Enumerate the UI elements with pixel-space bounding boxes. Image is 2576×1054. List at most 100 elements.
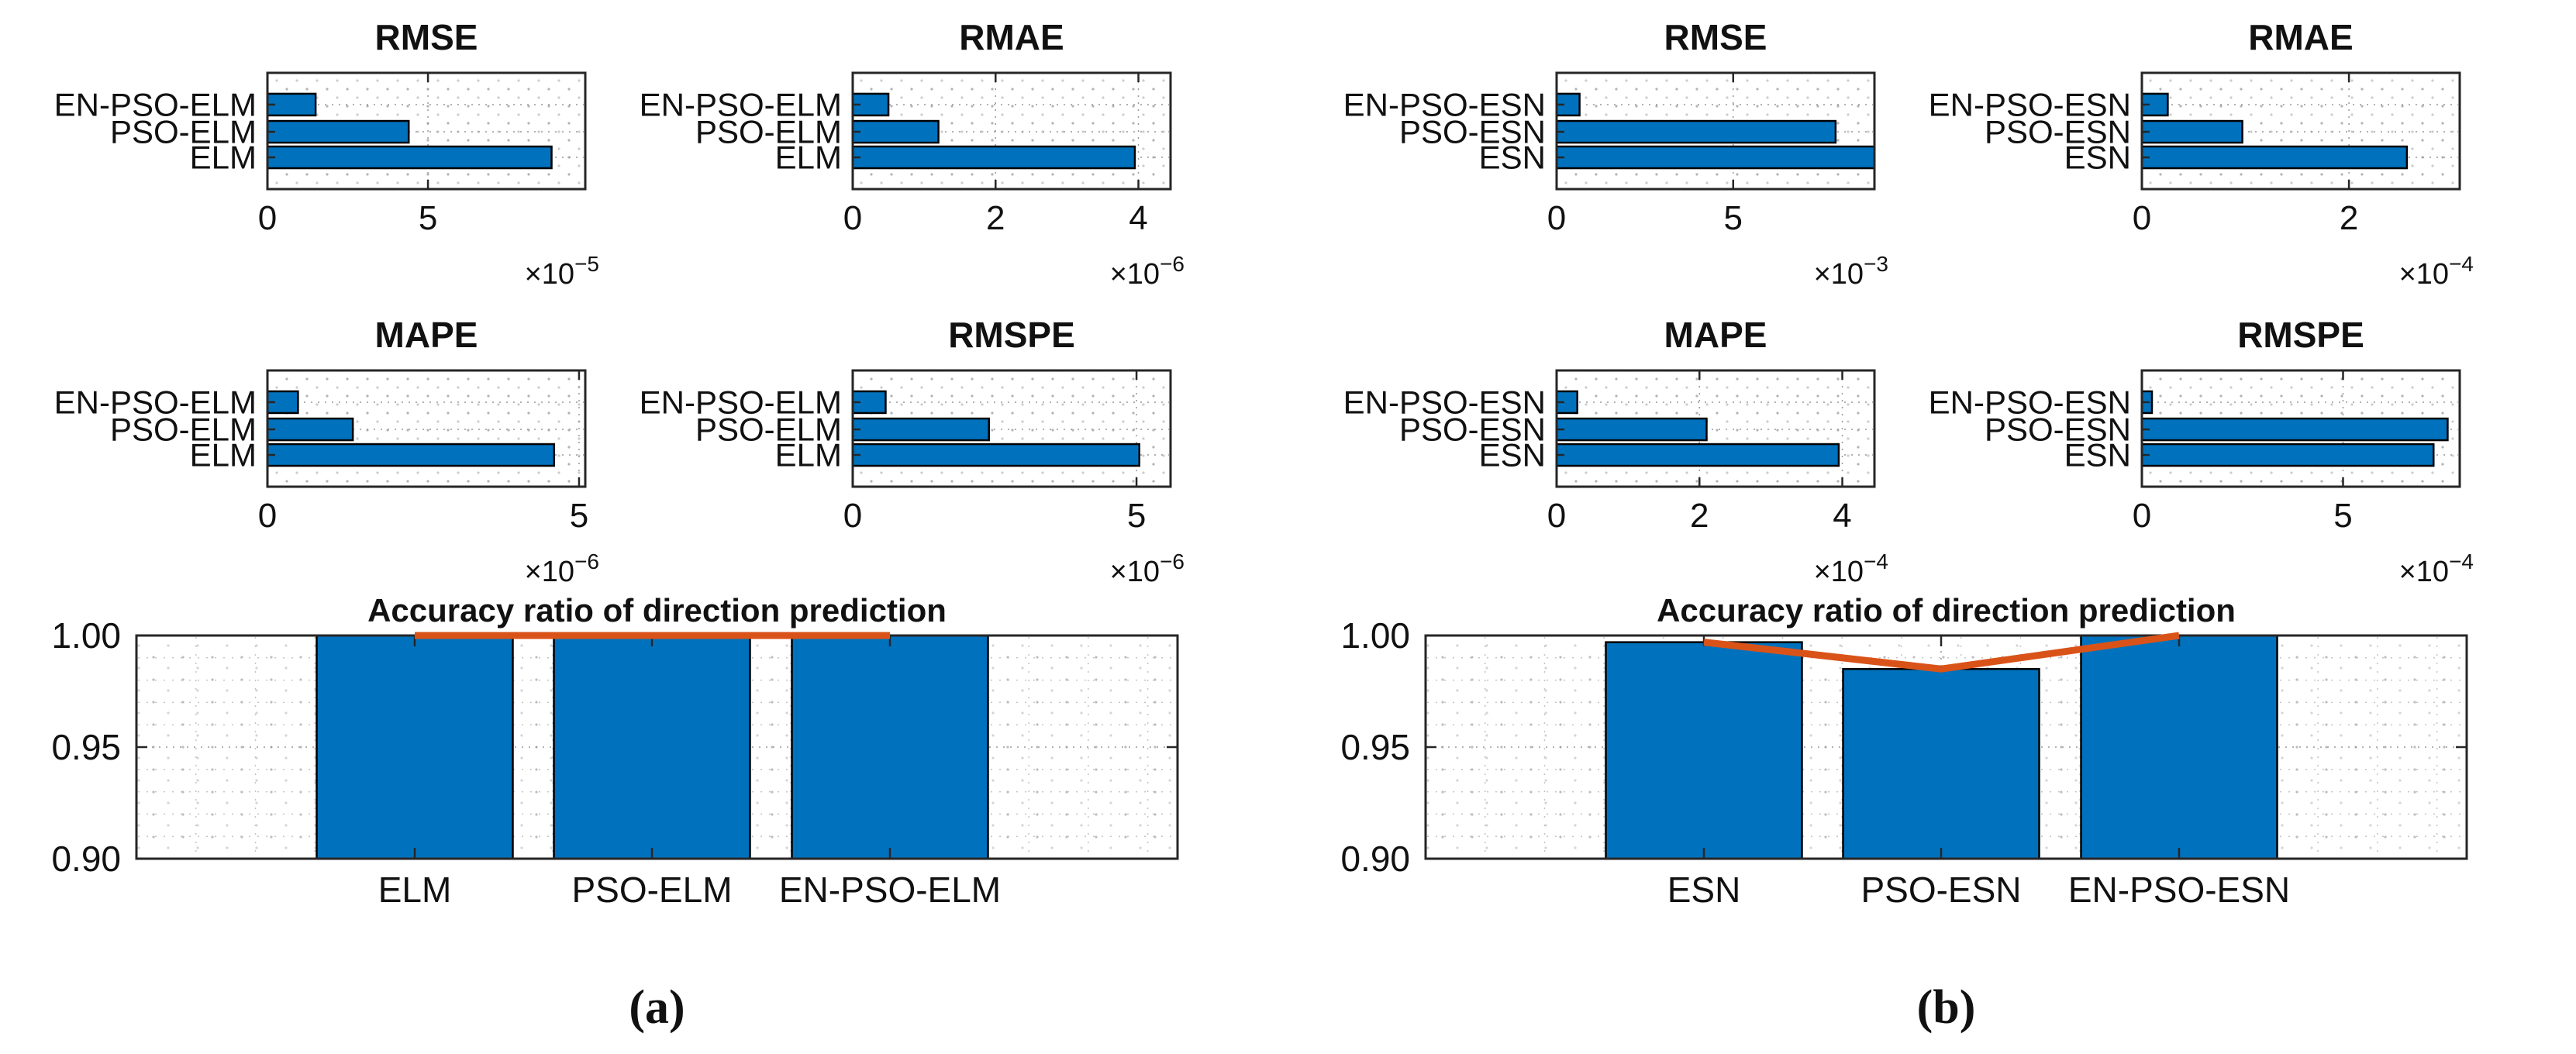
bar-esn [2140,443,2435,467]
chart-title: MAPE [375,315,478,355]
chart-title: RMSE [375,17,478,57]
x-tick-label: 5 [419,199,437,237]
bar-elm [316,634,514,860]
chart-title: MAPE [1664,315,1767,355]
chart-title: RMAE [959,17,1064,57]
x-tick-label: 4 [1129,199,1147,237]
category-label: EN-PSO-ESN [1929,384,2131,420]
plot-border [266,369,587,488]
category-label: ELM [190,140,257,176]
plot-border [2140,71,2461,191]
x-tick-label: 5 [1724,199,1743,237]
panel-caption: (b) [1917,981,1976,1034]
category-label: PSO-ESN [1399,412,1546,448]
x-tick-label: 0 [2133,199,2151,237]
x-tick-label: 0 [843,497,862,535]
x-tick-label: 0 [258,199,277,237]
bar-pso-elm [266,417,354,442]
bar-pso-elm [851,119,940,144]
x-category-label: ESN [1667,870,1741,910]
chart-title: RMSPE [948,315,1075,355]
x-category-label: ELM [378,870,452,910]
axis-exponent-label: ×10−5 [525,252,599,291]
accuracy-line [1703,632,2180,673]
category-label: ESN [1479,140,1546,176]
x-tick-label: 0 [843,199,862,237]
category-label: PSO-ESN [1399,114,1546,150]
chart-title: RMSPE [2237,315,2364,355]
x-tick-label: 5 [2333,497,2352,535]
category-label: PSO-ELM [110,412,257,448]
x-tick-label: 0 [1547,199,1566,237]
chart-title: Accuracy ratio of direction prediction [1657,592,2236,629]
x-tick-label: 2 [1690,497,1709,535]
category-label: ESN [2064,437,2131,474]
axis-exponent-label: ×10−4 [2399,252,2474,291]
chart-title: Accuracy ratio of direction prediction [367,592,947,629]
chart-title: RMSE [1664,17,1767,57]
axis-exponent-label: ×10−4 [2399,549,2474,588]
axis-exponent-label: ×10−6 [1110,549,1185,588]
category-label: PSO-ELM [695,114,842,150]
axis-exponent-label: ×10−6 [525,549,599,588]
bar-pso-elm [553,634,751,860]
axis-exponent-label: ×10−3 [1814,252,1888,291]
x-tick-label: 5 [570,497,588,535]
plot-border [2140,369,2461,488]
bar-esn [1555,145,1876,170]
x-tick-label: 0 [1547,497,1566,535]
y-tick-label: 0.90 [1340,839,1410,879]
x-category-label: EN-PSO-ESN [2068,870,2290,910]
category-label: EN-PSO-ELM [54,86,257,122]
bar-pso-esn [2140,119,2243,144]
category-label: ELM [190,437,257,474]
x-tick-label: 0 [258,497,277,535]
category-label: EN-PSO-ELM [54,384,257,420]
bar-pso-esn [1555,119,1837,144]
x-tick-label: 0 [2133,497,2151,535]
y-tick-label: 0.95 [1340,727,1410,767]
bar-en-pso-esn [2080,634,2278,860]
panel-caption: (a) [629,981,685,1034]
bar-esn [2140,145,2409,170]
axis-exponent-label: ×10−6 [1110,252,1185,291]
bar-pso-esn [1842,667,2040,860]
category-label: EN-PSO-ELM [640,384,842,420]
x-category-label: PSO-ESN [1860,870,2021,910]
category-label: EN-PSO-ESN [1929,86,2131,122]
category-label: PSO-ELM [695,412,842,448]
y-tick-label: 1.00 [51,615,121,656]
x-category-label: EN-PSO-ELM [779,870,1001,910]
bar-en-pso-elm [791,634,989,860]
bar-pso-elm [851,417,990,442]
y-tick-label: 0.95 [51,727,121,767]
category-label: ESN [2064,140,2131,176]
category-label: ELM [775,437,842,474]
x-tick-label: 2 [2340,199,2358,237]
axis-exponent-label: ×10−4 [1814,549,1888,588]
category-label: EN-PSO-ESN [1343,86,1546,122]
bar-elm [851,145,1136,170]
category-label: PSO-ELM [110,114,257,150]
y-tick-label: 0.90 [51,839,121,879]
bar-en-pso-elm [266,92,317,117]
x-category-label: PSO-ELM [571,870,732,910]
plot-border [1555,369,1876,488]
plot-border [266,71,587,191]
category-label: PSO-ESN [1985,114,2131,150]
x-tick-label: 2 [986,199,1005,237]
bar-esn [1605,641,1803,860]
bar-pso-esn [2140,417,2449,442]
bar-elm [851,443,1140,467]
category-label: ELM [775,140,842,176]
plot-border [1555,71,1876,191]
bar-esn [1555,443,1840,467]
category-label: ESN [1479,437,1546,474]
plot-border [851,71,1172,191]
chart-title: RMAE [2248,17,2353,57]
x-tick-label: 5 [1127,497,1146,535]
